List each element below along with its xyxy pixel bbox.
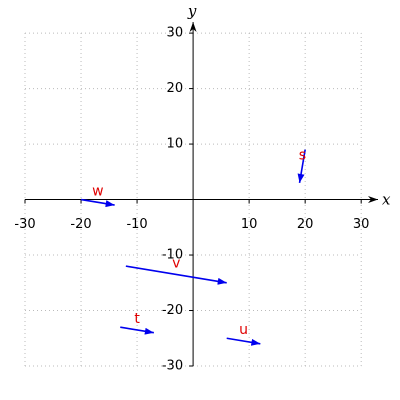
vector-arrow [297, 149, 306, 184]
y-axis-label: y [187, 2, 197, 20]
vector-label: t [134, 311, 140, 327]
x-tick-label: -10 [126, 217, 147, 232]
vector-arrow [125, 265, 227, 285]
vector-arrow [120, 326, 155, 335]
x-tick-label: 10 [241, 217, 258, 232]
y-tick-label: 30 [167, 26, 184, 41]
y-tick-label: -10 [162, 248, 183, 263]
y-tick-label: 20 [167, 81, 184, 96]
x-tick-label: -30 [14, 217, 35, 232]
y-tick-label: 10 [167, 137, 184, 152]
vector-label: s [299, 147, 306, 163]
vector-label: v [172, 255, 180, 271]
y-tick-label: -20 [162, 303, 183, 318]
x-tick-label: -20 [70, 217, 91, 232]
x-axis-label: x [382, 191, 391, 209]
vector-arrow [226, 337, 261, 346]
x-tick-label: 30 [353, 217, 370, 232]
vector-arrow [80, 198, 115, 208]
vector-label: w [92, 183, 103, 199]
y-tick-label: -30 [162, 359, 183, 374]
x-tick-label: 20 [297, 217, 314, 232]
vector-label: u [239, 322, 248, 338]
